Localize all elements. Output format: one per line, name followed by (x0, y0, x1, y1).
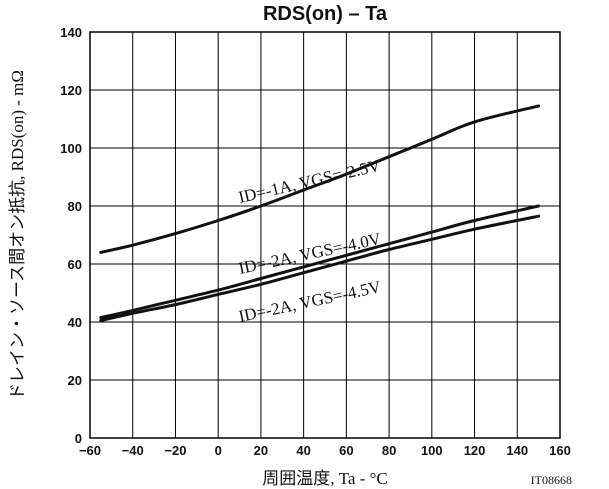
y-tick-label: 80 (68, 199, 82, 214)
x-tick-label: 140 (506, 443, 528, 458)
x-tick-label: 160 (549, 443, 571, 458)
y-tick-label: 140 (60, 25, 82, 40)
x-tick-label: −20 (164, 443, 186, 458)
x-tick-label: 20 (254, 443, 268, 458)
y-tick-label: 0 (75, 431, 82, 446)
plot-frame (89, 31, 561, 439)
y-tick-label: 40 (68, 315, 82, 330)
series-layer (99, 104, 541, 322)
chart-title: RDS(on) – Ta (263, 3, 388, 25)
x-tick-label: −60 (79, 443, 101, 458)
x-tick-label: 80 (382, 443, 396, 458)
figure-code: IT08668 (531, 473, 572, 487)
y-tick-label: 120 (60, 83, 82, 98)
x-tick-label: 60 (339, 443, 353, 458)
y-tick-label: 100 (60, 141, 82, 156)
x-tick-label: 120 (464, 443, 486, 458)
y-axis-label: ドレイン・ソース間オン抵抗, RDS(on) - mΩ (8, 70, 27, 400)
x-tick-label: 0 (215, 443, 222, 458)
x-tick-label: 100 (421, 443, 443, 458)
x-tick-label: 40 (296, 443, 310, 458)
gridlines (89, 31, 561, 439)
x-axis-label: 周囲温度, Ta - °C (262, 469, 388, 488)
x-tick-label: −40 (122, 443, 144, 458)
y-tick-label: 60 (68, 257, 82, 272)
tick-labels: −60 −40 −20 0 20 40 60 80 100 120 140 160 0 20 40 60 80 1… (60, 25, 571, 458)
y-tick-label: 20 (68, 373, 82, 388)
series-label-1: ID=-1A, VGS=-2.5V (237, 156, 383, 207)
series-line-3 (99, 214, 541, 322)
series-line-1 (99, 104, 541, 254)
series-line-2 (99, 204, 541, 320)
